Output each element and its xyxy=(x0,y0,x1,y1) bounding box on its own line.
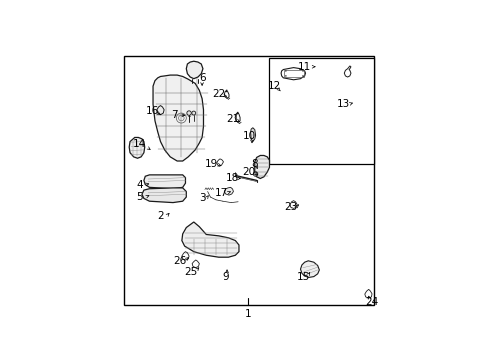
Polygon shape xyxy=(224,187,233,195)
Circle shape xyxy=(186,111,191,115)
Text: 8: 8 xyxy=(251,159,258,169)
Circle shape xyxy=(254,173,256,175)
Bar xyxy=(268,58,373,164)
Polygon shape xyxy=(182,222,239,257)
Text: 9: 9 xyxy=(222,273,228,283)
Circle shape xyxy=(302,75,303,76)
Text: 19: 19 xyxy=(205,159,218,169)
Bar xyxy=(284,70,304,77)
Polygon shape xyxy=(143,175,185,189)
Polygon shape xyxy=(153,75,203,161)
Polygon shape xyxy=(250,128,255,141)
Text: 23: 23 xyxy=(284,202,297,212)
Circle shape xyxy=(285,75,286,76)
Text: 13: 13 xyxy=(336,99,349,109)
Text: 18: 18 xyxy=(225,173,239,183)
Text: 22: 22 xyxy=(212,90,225,99)
Text: 15: 15 xyxy=(296,273,309,283)
Text: 1: 1 xyxy=(244,309,251,319)
Text: 11: 11 xyxy=(297,62,311,72)
Text: 10: 10 xyxy=(242,131,255,141)
Text: 2: 2 xyxy=(157,211,163,221)
Text: 26: 26 xyxy=(173,256,186,266)
Text: 4: 4 xyxy=(136,180,143,190)
Circle shape xyxy=(285,70,286,72)
Text: 21: 21 xyxy=(225,114,239,125)
Text: 5: 5 xyxy=(136,192,143,202)
Text: 25: 25 xyxy=(184,267,197,277)
Bar xyxy=(124,56,373,305)
Polygon shape xyxy=(186,61,203,79)
Polygon shape xyxy=(129,138,144,158)
Polygon shape xyxy=(142,188,186,203)
Circle shape xyxy=(191,111,195,115)
Text: 20: 20 xyxy=(242,167,255,177)
Text: 24: 24 xyxy=(365,297,378,307)
Text: 17: 17 xyxy=(214,188,228,198)
Text: 3: 3 xyxy=(199,193,205,203)
Text: 16: 16 xyxy=(145,106,159,116)
Circle shape xyxy=(302,70,303,72)
Text: 12: 12 xyxy=(267,81,280,91)
Text: 7: 7 xyxy=(171,110,177,120)
Polygon shape xyxy=(157,105,164,115)
Text: 6: 6 xyxy=(199,73,205,83)
Text: 14: 14 xyxy=(133,139,146,149)
Polygon shape xyxy=(300,261,319,278)
Polygon shape xyxy=(254,156,269,179)
